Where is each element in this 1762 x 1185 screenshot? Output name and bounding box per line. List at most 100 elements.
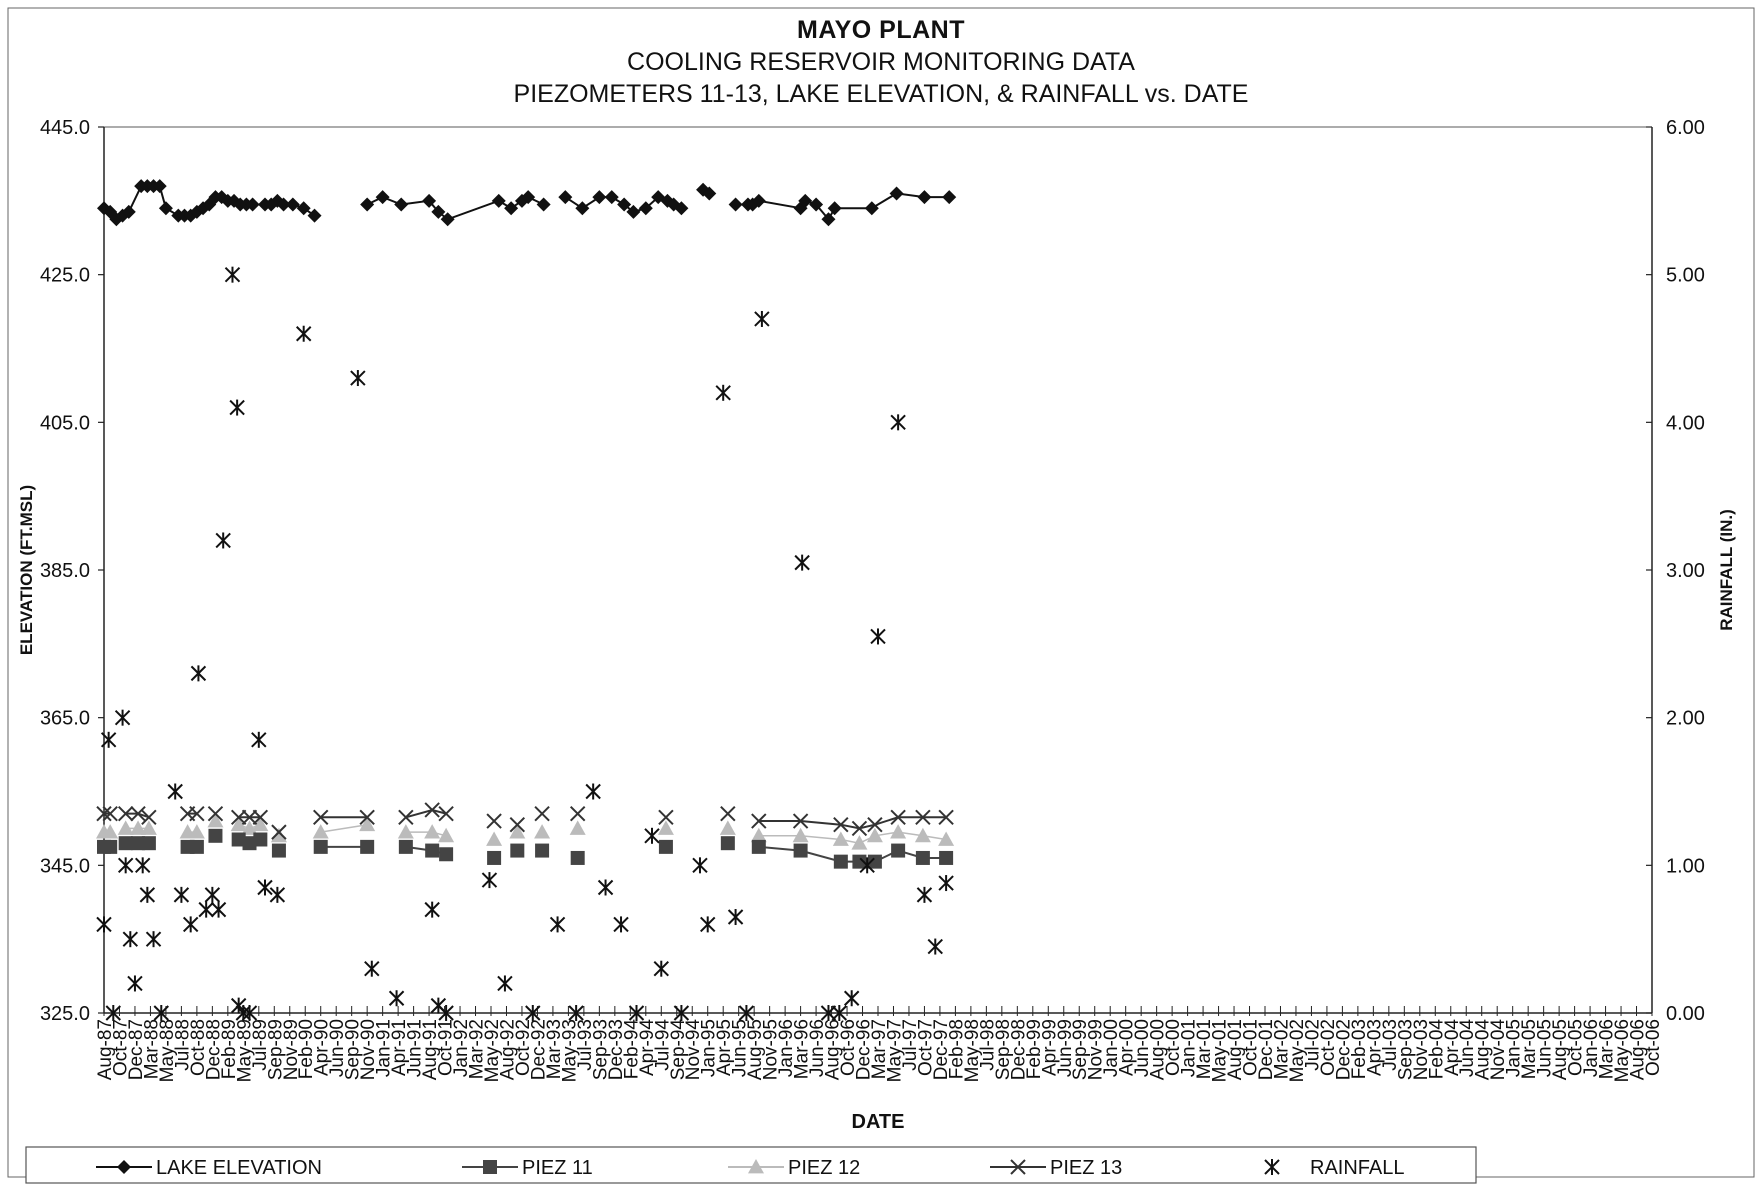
data-point-lake-elevation-shape: [604, 190, 619, 205]
data-point-rainfall: [424, 901, 440, 918]
x-tick-label: Jun-04: [1457, 1019, 1478, 1078]
data-point-piez-13: [398, 809, 414, 826]
data-point-lake-elevation-shape: [375, 190, 390, 205]
x-tick-label: Dec-97: [931, 1019, 952, 1080]
data-point-rainfall: [153, 1005, 169, 1021]
x-tick-label: Nov-90: [358, 1019, 379, 1080]
legend-item-rainfall: RAINFALL: [1264, 1157, 1404, 1179]
series-line-piez-12: [320, 823, 368, 833]
x-tick-label: Jul-03: [1380, 1019, 1401, 1071]
x-tick-label: Jun-00: [1132, 1019, 1153, 1077]
data-point-lake-elevation-shape: [592, 190, 607, 205]
data-point-piez-12: [130, 820, 147, 835]
data-point-lake-elevation-shape: [728, 197, 743, 212]
series-rainfall: [96, 266, 954, 1021]
data-point-piez-11: [793, 843, 808, 858]
data-point-piez-11: [141, 836, 156, 851]
data-point-piez-12-shape: [851, 835, 868, 850]
data-point-piez-13-stroke: [851, 820, 868, 837]
data-point-lake-elevation-shape: [889, 186, 904, 201]
series-line-piez-13: [758, 816, 947, 830]
data-point-piez-13: [230, 809, 247, 826]
x-tick-label: Aug-87: [95, 1019, 116, 1080]
data-point-piez-13: [569, 805, 586, 822]
data-point-lake-elevation-shape: [121, 204, 136, 219]
data-point-piez-12-shape: [914, 827, 931, 843]
data-point-piez-11-shape: [253, 832, 268, 847]
x-tick-label: Oct-97: [915, 1019, 936, 1076]
data-point-piez-11-shape: [793, 843, 808, 858]
data-point-piez-13: [751, 813, 767, 829]
x-tick-label: May-02: [1287, 1019, 1308, 1082]
x-tick-label: Sep-93: [590, 1019, 611, 1080]
data-point-piez-13-stroke: [359, 809, 375, 826]
x-tick-label: Aug-95: [745, 1019, 766, 1080]
data-point-piez-13: [509, 817, 526, 833]
data-point-piez-12-shape: [312, 824, 329, 839]
series-group: [96, 179, 957, 1021]
data-point-lake-elevation: [115, 208, 130, 223]
data-point-piez-13-stroke: [207, 805, 224, 822]
data-point-lake-elevation: [604, 190, 619, 205]
data-point-lake-elevation-shape: [864, 201, 879, 216]
x-tick-label: May-92: [482, 1019, 503, 1082]
x-tick-label: Feb-89: [219, 1019, 240, 1079]
data-point-lake-elevation: [152, 179, 167, 194]
x-tick-label: Sep-94: [668, 1019, 689, 1081]
x-tick-label: Sep-98: [993, 1019, 1014, 1080]
data-point-rainfall: [295, 325, 312, 342]
x-tick-label: May-01: [1210, 1019, 1231, 1082]
data-point-lake-elevation-shape: [276, 197, 291, 212]
data-point-lake-elevation: [638, 201, 653, 216]
x-tick-label: Sep-99: [1070, 1019, 1091, 1080]
data-point-lake-elevation-shape: [942, 190, 957, 205]
data-point-rainfall: [549, 916, 566, 933]
data-point-piez-11: [891, 843, 906, 858]
data-point-rainfall: [843, 990, 860, 1007]
data-point-piez-11-shape: [751, 839, 766, 854]
data-point-rainfall: [754, 310, 770, 327]
legend-label: RAINFALL: [1310, 1157, 1404, 1179]
data-point-lake-elevation: [809, 197, 824, 212]
x-tick-label: Jul-98: [977, 1019, 998, 1071]
x-tick-label: Dec-96: [854, 1019, 875, 1080]
data-point-lake-elevation-shape: [821, 212, 836, 227]
series-lake-elevation: [97, 179, 957, 227]
y-tick-label: 445.0: [40, 117, 90, 139]
y2-tick-label: 4.00: [1666, 412, 1705, 434]
data-point-piez-11-shape: [313, 839, 328, 854]
legend-item-piez-12: PIEZ 12: [728, 1157, 860, 1179]
data-point-piez-11-shape: [425, 843, 440, 858]
data-point-rainfall: [644, 827, 660, 844]
x-tick-label: Jul-02: [1302, 1019, 1323, 1071]
data-point-piez-12: [397, 824, 414, 839]
y-tick-label: 365.0: [40, 708, 90, 730]
data-point-piez-13: [117, 805, 134, 822]
data-point-piez-13: [96, 805, 112, 822]
x-tick-label: Aug-92: [497, 1019, 518, 1080]
data-point-rainfall: [497, 975, 513, 992]
legend-item-piez-11: PIEZ 11: [462, 1157, 593, 1179]
data-point-rainfall: [215, 532, 231, 549]
series-piez-13: [96, 802, 954, 840]
data-point-lake-elevation-shape: [307, 208, 322, 223]
series-line-lake-elevation: [735, 192, 950, 222]
data-point-rainfall: [105, 1005, 121, 1021]
data-point-rainfall: [692, 857, 708, 874]
data-point-rainfall: [210, 901, 227, 918]
data-point-piez-12-shape: [270, 827, 287, 843]
data-point-lake-elevation: [889, 186, 904, 201]
x-tick-label: Jan-96: [776, 1019, 797, 1077]
data-point-piez-11: [131, 836, 146, 851]
x-tick-label: Jun-91: [405, 1019, 426, 1077]
y2-tick-label: 1.00: [1666, 855, 1705, 877]
x-tick-label: Jan-06: [1581, 1019, 1602, 1077]
data-point-piez-12-shape: [938, 831, 955, 846]
data-point-piez-11-shape: [208, 828, 223, 843]
x-tick-label: Aug-00: [1148, 1019, 1169, 1080]
x-tick-label: Dec-87: [126, 1019, 147, 1080]
x-tick-label: Mar-06: [1597, 1019, 1618, 1079]
data-point-piez-12: [312, 824, 329, 839]
data-point-lake-elevation-shape: [798, 193, 813, 208]
y-tick-label: 385.0: [40, 560, 90, 582]
